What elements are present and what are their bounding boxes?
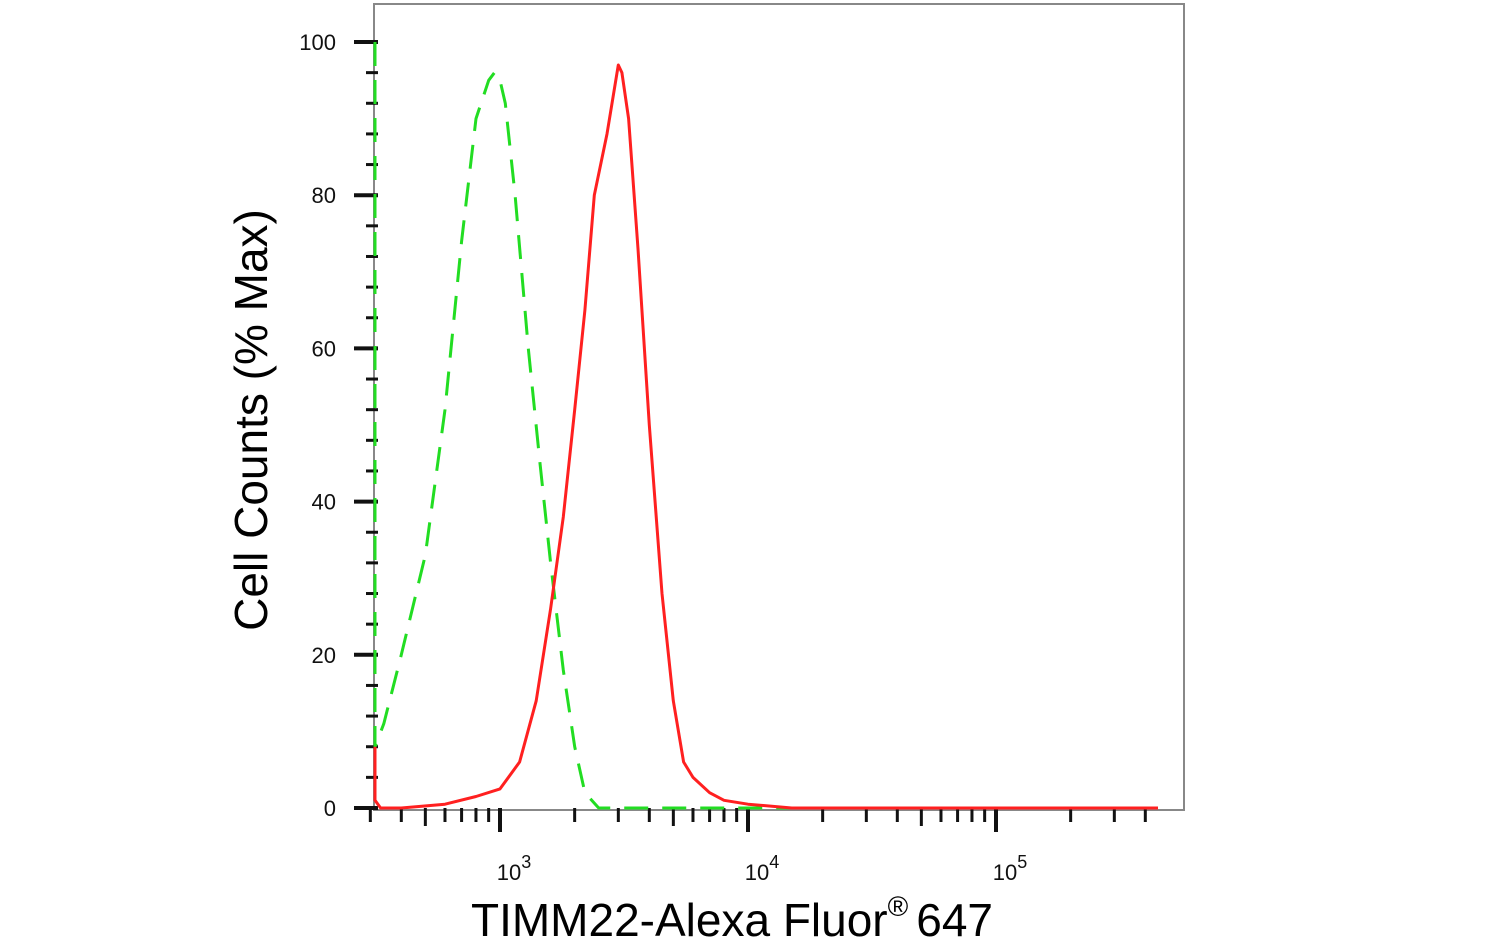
x-tick-label-exponent: 3 <box>521 852 531 872</box>
x-axis-title-registered-mark: ® <box>888 891 909 922</box>
y-tick-label: 20 <box>312 643 336 668</box>
y-tick-label: 100 <box>299 30 336 55</box>
x-tick-label-exponent: 5 <box>1017 852 1027 872</box>
plot-frame <box>373 3 1185 811</box>
x-tick-label-exponent: 4 <box>769 852 779 872</box>
x-axis-title-suffix: 647 <box>916 894 993 945</box>
y-tick-label: 0 <box>324 796 336 821</box>
x-tick-label-base: 10 <box>497 860 521 885</box>
histogram-line-dashed-green <box>373 42 1158 810</box>
x-tick-label: 104 <box>745 852 780 885</box>
x-axis-title: TIMM22-Alexa Fluor® 647 <box>471 891 993 945</box>
histogram-line-solid-red <box>373 63 1158 810</box>
x-tick-label-base: 10 <box>745 860 769 885</box>
y-tick-label: 80 <box>312 183 336 208</box>
x-tick-label: 105 <box>993 852 1028 885</box>
x-axis-title-main: TIMM22-Alexa Fluor <box>471 894 888 945</box>
y-tick-label: 60 <box>312 336 336 361</box>
y-axis-title: Cell Counts (% Max) <box>225 209 277 631</box>
x-tick-label: 103 <box>497 852 532 885</box>
y-tick-label: 40 <box>312 490 336 515</box>
histogram-series <box>373 42 1158 810</box>
x-tick-label-base: 10 <box>993 860 1017 885</box>
